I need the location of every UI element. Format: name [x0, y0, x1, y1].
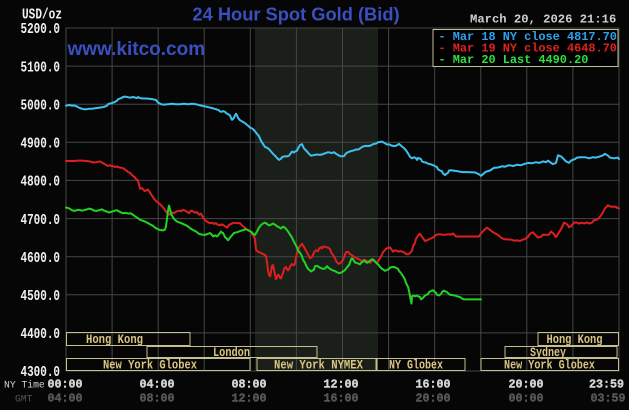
svg-text:03:59: 03:59 [590, 391, 625, 405]
svg-text:- Mar 20 Last 4490.20: - Mar 20 Last 4490.20 [439, 53, 589, 67]
svg-text:16:00: 16:00 [323, 391, 358, 405]
svg-text:5000.0: 5000.0 [21, 98, 61, 114]
svg-text:USD/oz: USD/oz [22, 8, 62, 24]
svg-text:08:00: 08:00 [231, 377, 266, 391]
svg-text:Sydney: Sydney [530, 346, 566, 360]
svg-text:4300.0: 4300.0 [21, 365, 61, 381]
svg-text:5200.0: 5200.0 [21, 22, 61, 38]
svg-text:March 20, 2026 21:16: March 20, 2026 21:16 [470, 13, 616, 27]
svg-text:London: London [213, 346, 250, 360]
svg-text:4500.0: 4500.0 [21, 289, 61, 305]
svg-text:04:00: 04:00 [139, 377, 174, 391]
svg-text:00:00: 00:00 [508, 391, 543, 405]
svg-text:Hong Kong: Hong Kong [86, 333, 143, 347]
svg-text:04:00: 04:00 [47, 391, 82, 405]
svg-text:New York Globex: New York Globex [504, 359, 595, 373]
svg-text:New York Globex: New York Globex [103, 359, 197, 373]
svg-text:12:00: 12:00 [231, 391, 266, 405]
svg-text:5100.0: 5100.0 [21, 60, 61, 76]
svg-text:4700.0: 4700.0 [21, 213, 61, 229]
svg-text:24 Hour Spot Gold (Bid): 24 Hour Spot Gold (Bid) [192, 4, 399, 25]
svg-text:00:00: 00:00 [47, 377, 82, 391]
svg-text:23:59: 23:59 [589, 377, 624, 391]
svg-text:www.kitco.com: www.kitco.com [67, 39, 206, 60]
svg-text:- Mar 19 NY close 4648.70: - Mar 19 NY close 4648.70 [439, 42, 617, 56]
svg-text:NY Time: NY Time [4, 379, 45, 390]
svg-text:4600.0: 4600.0 [21, 251, 61, 267]
svg-text:16:00: 16:00 [415, 377, 450, 391]
svg-text:NY Globex: NY Globex [389, 359, 443, 373]
svg-text:4400.0: 4400.0 [21, 327, 61, 343]
svg-text:4800.0: 4800.0 [21, 175, 61, 191]
svg-text:08:00: 08:00 [139, 391, 174, 405]
svg-text:New York NYMEX: New York NYMEX [274, 359, 363, 373]
svg-text:GMT: GMT [15, 393, 33, 404]
svg-text:20:00: 20:00 [415, 391, 450, 405]
svg-text:20:00: 20:00 [508, 377, 543, 391]
svg-text:- Mar 18 NY close 4817.70: - Mar 18 NY close 4817.70 [439, 30, 617, 44]
svg-text:12:00: 12:00 [323, 377, 358, 391]
svg-text:4900.0: 4900.0 [21, 137, 61, 153]
svg-text:Hong Kong: Hong Kong [547, 333, 603, 347]
